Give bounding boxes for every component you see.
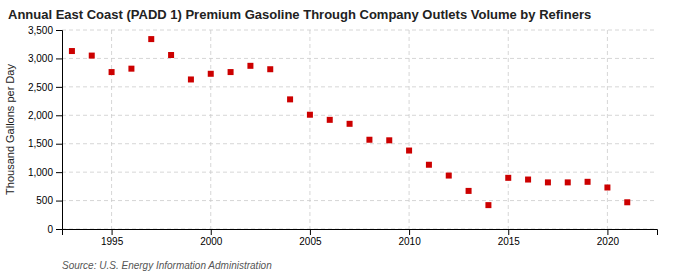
tick: 2005 bbox=[299, 229, 322, 247]
tick: 1,000 bbox=[28, 167, 62, 178]
grid-line bbox=[111, 30, 112, 229]
tick: 3,500 bbox=[28, 25, 62, 36]
tick-label: 3,500 bbox=[28, 25, 53, 36]
y-axis: 0 500 1,000 1,500 2,000 2,500 3,000 3,500 bbox=[28, 25, 63, 235]
tick-mark bbox=[211, 229, 212, 235]
tick-mark bbox=[56, 58, 62, 59]
tick-mark bbox=[607, 229, 608, 235]
tick-mark bbox=[56, 229, 62, 230]
point bbox=[347, 121, 353, 127]
tick-mark bbox=[56, 172, 62, 173]
point bbox=[109, 69, 115, 75]
tick: 1995 bbox=[101, 229, 124, 247]
point bbox=[386, 137, 392, 143]
point bbox=[168, 52, 174, 58]
point bbox=[327, 117, 333, 123]
tick-label: 1995 bbox=[101, 236, 124, 247]
tick-label: 500 bbox=[36, 195, 53, 206]
tick-label: 1,500 bbox=[28, 138, 53, 149]
tick-label: 1,000 bbox=[28, 167, 53, 178]
grid-line bbox=[62, 115, 657, 116]
chart: 1995 2000 2005 2010 2015 2020 0 500 1,000 1,500 2,… bbox=[0, 0, 675, 275]
tick: 1,500 bbox=[28, 138, 62, 149]
tick: 2,500 bbox=[28, 82, 62, 93]
point bbox=[545, 179, 551, 185]
point bbox=[128, 66, 134, 72]
tick-mark bbox=[409, 229, 410, 235]
point bbox=[426, 162, 432, 168]
point bbox=[247, 63, 253, 69]
annotation: Source: U.S. Energy Information Administ… bbox=[62, 260, 272, 271]
tick-label: 3,000 bbox=[28, 53, 53, 64]
point bbox=[188, 76, 194, 82]
point bbox=[446, 173, 452, 179]
point bbox=[466, 188, 472, 194]
point bbox=[485, 202, 491, 208]
tick: 2015 bbox=[498, 229, 521, 247]
plot-area: 1995 2000 2005 2010 2015 2020 0 500 1,000 1,500 2,… bbox=[28, 25, 658, 247]
point bbox=[267, 66, 273, 72]
tick: 500 bbox=[36, 195, 62, 206]
tick-label: 2,000 bbox=[28, 110, 53, 121]
tick: 0 bbox=[47, 224, 62, 235]
tick-mark bbox=[56, 30, 62, 31]
point bbox=[525, 177, 531, 183]
axis-line bbox=[56, 31, 63, 230]
tick-label: 2005 bbox=[299, 236, 322, 247]
tick-label: 2020 bbox=[597, 236, 620, 247]
tick-mark bbox=[112, 229, 113, 235]
tick-label: 0 bbox=[47, 224, 53, 235]
tick: 3,000 bbox=[28, 53, 62, 64]
point bbox=[208, 71, 214, 77]
tick: 2,000 bbox=[28, 110, 62, 121]
point bbox=[307, 112, 313, 118]
grid-line bbox=[62, 143, 657, 144]
tick-mark bbox=[310, 229, 311, 235]
grid-line bbox=[607, 30, 608, 229]
point bbox=[287, 96, 293, 102]
tick: 2000 bbox=[200, 229, 223, 247]
grid-line bbox=[409, 30, 410, 229]
title: Annual East Coast (PADD 1) Premium Gasol… bbox=[8, 7, 591, 22]
point bbox=[505, 175, 511, 181]
grid-line bbox=[62, 200, 657, 201]
point bbox=[565, 179, 571, 185]
y-axis-title: Thousand Gallons per Day bbox=[4, 64, 16, 195]
tick-mark bbox=[56, 144, 62, 145]
grid-line bbox=[309, 30, 310, 229]
point bbox=[406, 148, 412, 154]
tick-label: 2000 bbox=[200, 236, 223, 247]
point bbox=[69, 48, 75, 54]
grid-line bbox=[62, 86, 657, 87]
point bbox=[585, 179, 591, 185]
axis-line bbox=[63, 230, 658, 236]
point bbox=[604, 184, 610, 190]
tick-label: 2,500 bbox=[28, 82, 53, 93]
grid-line bbox=[210, 30, 211, 229]
x-axis: 1995 2000 2005 2010 2015 2020 bbox=[63, 229, 658, 247]
tick: 2010 bbox=[398, 229, 421, 247]
grid-line bbox=[62, 30, 657, 31]
tick-label: 2015 bbox=[498, 236, 521, 247]
tick-mark bbox=[56, 87, 62, 88]
tick-label: 2010 bbox=[398, 236, 421, 247]
point bbox=[228, 69, 234, 75]
tick-mark bbox=[56, 115, 62, 116]
grid bbox=[62, 30, 657, 229]
point bbox=[366, 137, 372, 143]
grid-line bbox=[508, 30, 509, 229]
point bbox=[89, 53, 95, 59]
points bbox=[69, 36, 630, 208]
grid-line bbox=[62, 58, 657, 59]
point bbox=[148, 36, 154, 42]
tick: 2020 bbox=[597, 229, 620, 247]
grid-line bbox=[62, 172, 657, 173]
tick-mark bbox=[508, 229, 509, 235]
point bbox=[624, 199, 630, 205]
tick-mark bbox=[56, 201, 62, 202]
